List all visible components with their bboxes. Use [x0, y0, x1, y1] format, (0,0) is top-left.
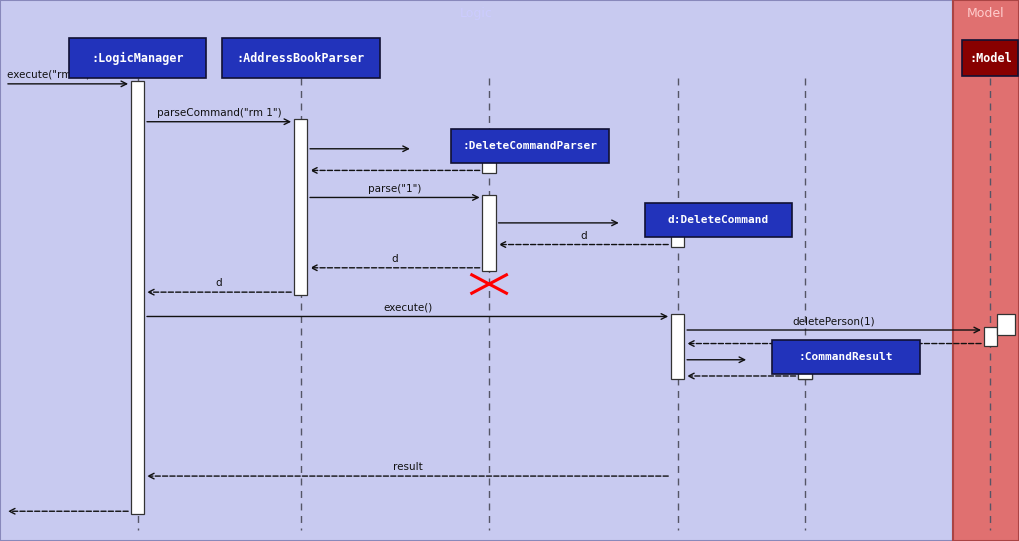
Bar	[799, 362, 811, 379]
Text: Model: Model	[967, 7, 1005, 20]
Text: :CommandResult: :CommandResult	[799, 352, 893, 362]
Bar	[293, 119, 308, 295]
Text: parse("1"): parse("1")	[368, 184, 422, 194]
Bar	[997, 314, 1015, 335]
Bar	[962, 40, 1019, 76]
Bar	[482, 146, 495, 173]
Bar	[69, 38, 206, 78]
Bar	[130, 81, 145, 514]
Text: :AddressBookParser: :AddressBookParser	[236, 51, 365, 65]
Bar	[671, 314, 685, 379]
Bar	[953, 0, 1019, 541]
Text: :DeleteCommandParser: :DeleteCommandParser	[463, 141, 597, 151]
Text: parseCommand("rm 1"): parseCommand("rm 1")	[157, 108, 281, 118]
Text: execute(): execute()	[383, 303, 432, 313]
Bar	[772, 340, 919, 374]
Text: d: d	[216, 279, 222, 288]
Text: d:DeleteCommand: d:DeleteCommand	[667, 215, 769, 225]
Bar	[983, 327, 997, 346]
Bar	[221, 38, 379, 78]
Text: :LogicManager: :LogicManager	[92, 51, 183, 65]
Text: result: result	[392, 463, 423, 472]
Text: d: d	[580, 231, 587, 241]
Bar	[482, 195, 495, 270]
Bar	[799, 357, 811, 379]
Bar	[644, 203, 793, 237]
Bar	[450, 129, 609, 163]
Bar	[671, 220, 685, 247]
Text: Logic: Logic	[460, 7, 493, 20]
Text: d: d	[391, 254, 398, 264]
Text: :Model: :Model	[969, 51, 1012, 65]
Text: deletePerson(1): deletePerson(1)	[793, 316, 875, 326]
Text: execute("rm 1"): execute("rm 1")	[7, 69, 90, 79]
